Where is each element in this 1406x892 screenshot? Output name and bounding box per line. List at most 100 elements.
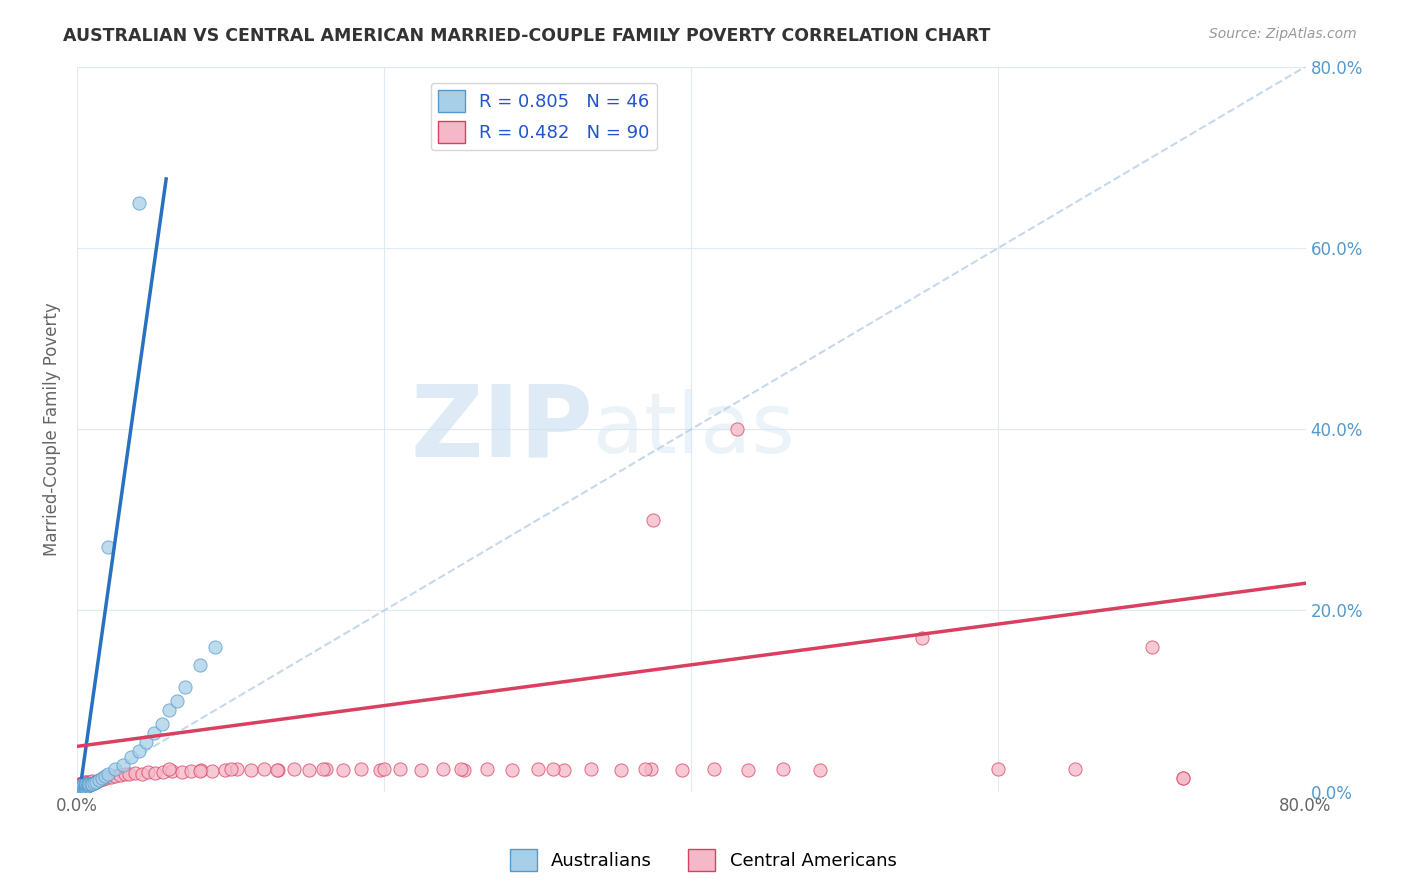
Point — [737, 763, 759, 777]
Point — [190, 763, 212, 777]
Point — [432, 762, 454, 776]
Point — [86, 773, 108, 788]
Point — [70, 782, 93, 797]
Point — [67, 780, 90, 795]
Point — [501, 763, 523, 777]
Point — [162, 764, 184, 778]
Point — [75, 778, 97, 792]
Point — [69, 780, 91, 794]
Point — [76, 779, 98, 793]
Point — [70, 775, 93, 789]
Point — [75, 778, 97, 792]
Point — [82, 773, 104, 788]
Y-axis label: Married-Couple Family Poverty: Married-Couple Family Poverty — [44, 302, 60, 556]
Point — [84, 774, 107, 789]
Point — [315, 762, 337, 776]
Point — [180, 764, 202, 778]
Legend: Australians, Central Americans: Australians, Central Americans — [502, 842, 904, 879]
Point — [72, 777, 94, 791]
Point — [72, 778, 94, 792]
Point — [75, 776, 97, 790]
Point — [80, 777, 103, 791]
Point — [118, 766, 141, 780]
Point — [239, 763, 262, 777]
Point — [145, 765, 167, 780]
Point — [93, 769, 115, 783]
Point — [73, 780, 96, 795]
Text: Source: ZipAtlas.com: Source: ZipAtlas.com — [1209, 27, 1357, 41]
Point — [73, 774, 96, 789]
Point — [173, 681, 195, 695]
Point — [640, 762, 662, 776]
Point — [128, 195, 150, 210]
Point — [83, 775, 105, 789]
Point — [553, 763, 575, 777]
Point — [283, 762, 305, 776]
Point — [671, 763, 693, 777]
Point — [69, 778, 91, 792]
Point — [76, 775, 98, 789]
Point — [911, 631, 934, 645]
Point — [267, 763, 290, 777]
Point — [75, 780, 97, 794]
Point — [703, 762, 725, 776]
Point — [67, 780, 90, 794]
Point — [136, 764, 159, 779]
Point — [641, 513, 664, 527]
Point — [73, 777, 96, 791]
Point — [266, 763, 288, 777]
Point — [157, 703, 180, 717]
Point — [204, 640, 226, 654]
Point — [104, 762, 127, 776]
Point — [150, 716, 173, 731]
Point — [373, 762, 395, 776]
Point — [214, 763, 236, 777]
Point — [73, 778, 96, 792]
Point — [75, 777, 97, 791]
Point — [89, 772, 111, 787]
Point — [104, 769, 127, 783]
Point — [73, 777, 96, 791]
Point — [112, 757, 135, 772]
Point — [72, 779, 94, 793]
Point — [142, 726, 165, 740]
Point — [388, 762, 411, 776]
Point — [634, 762, 657, 776]
Point — [97, 767, 120, 781]
Point — [188, 764, 211, 778]
Point — [70, 780, 93, 794]
Point — [67, 779, 90, 793]
Point — [808, 763, 831, 777]
Point — [120, 750, 142, 764]
Point — [453, 763, 475, 777]
Point — [82, 776, 104, 790]
Point — [409, 763, 432, 777]
Point — [253, 762, 276, 776]
Point — [87, 772, 110, 787]
Text: ZIP: ZIP — [411, 381, 593, 477]
Point — [225, 762, 247, 776]
Point — [79, 774, 101, 789]
Point — [1064, 762, 1087, 776]
Point — [69, 779, 91, 793]
Point — [73, 779, 96, 793]
Point — [70, 780, 93, 794]
Point — [91, 772, 114, 786]
Point — [80, 777, 103, 791]
Point — [332, 763, 354, 777]
Point — [72, 780, 94, 795]
Point — [475, 762, 498, 776]
Point — [298, 763, 321, 777]
Point — [79, 777, 101, 791]
Point — [1171, 771, 1194, 785]
Legend: R = 0.805   N = 46, R = 0.482   N = 90: R = 0.805 N = 46, R = 0.482 N = 90 — [430, 83, 657, 151]
Text: atlas: atlas — [593, 389, 794, 470]
Point — [72, 775, 94, 789]
Point — [350, 762, 373, 776]
Point — [84, 774, 107, 789]
Point — [201, 764, 224, 778]
Point — [1140, 640, 1163, 654]
Point — [90, 771, 112, 785]
Point — [69, 780, 91, 794]
Point — [219, 762, 242, 776]
